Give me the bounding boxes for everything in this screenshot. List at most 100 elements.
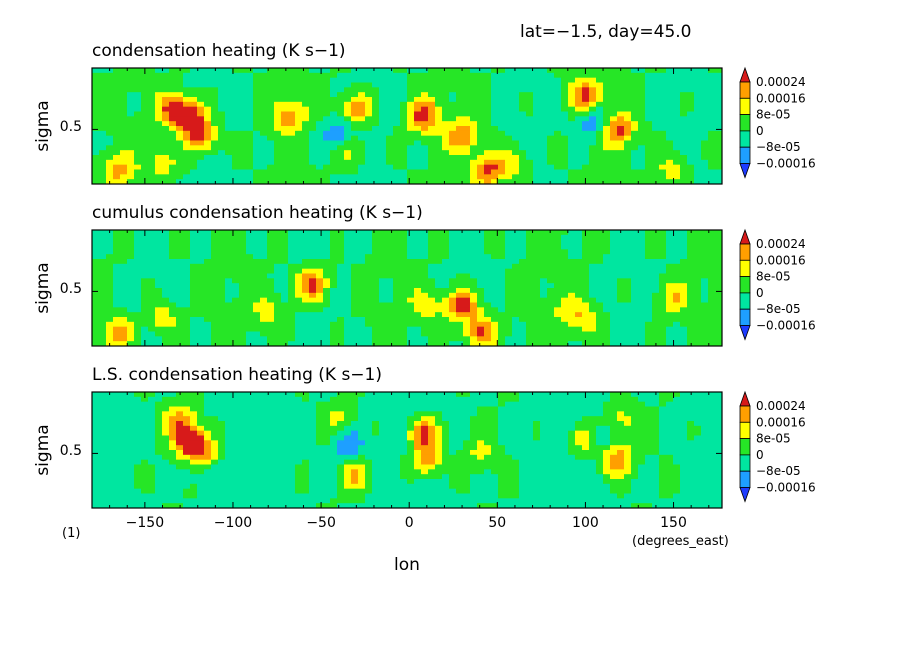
heatmap-cell — [372, 326, 380, 332]
heatmap-cell — [568, 312, 576, 318]
heatmap-cell — [505, 239, 513, 245]
heatmap-cell — [442, 302, 450, 308]
heatmap-cell — [365, 331, 373, 337]
heatmap-cell — [505, 336, 513, 342]
heatmap-cell — [302, 174, 310, 180]
heatmap-cell — [162, 396, 170, 403]
heatmap-cell — [659, 121, 667, 127]
heatmap-cell — [547, 336, 555, 342]
heatmap-cell — [610, 297, 618, 303]
heatmap-cell — [204, 174, 212, 180]
heatmap-cell — [232, 331, 240, 337]
heatmap-cell — [645, 239, 653, 245]
heatmap-cell — [330, 116, 338, 122]
heatmap-cell — [288, 254, 296, 260]
heatmap-cell — [666, 263, 674, 270]
heatmap-cell — [162, 430, 170, 436]
heatmap-cell — [246, 169, 254, 175]
heatmap-cell — [652, 302, 660, 308]
heatmap-cell — [113, 321, 121, 328]
heatmap-cell — [351, 321, 359, 328]
heatmap-cell — [701, 302, 709, 308]
heatmap-cell — [512, 297, 520, 303]
heatmap-cell — [225, 421, 233, 427]
heatmap-cell — [701, 97, 709, 103]
heatmap-cell — [694, 292, 702, 299]
heatmap-cell — [561, 97, 569, 103]
heatmap-cell — [330, 130, 338, 137]
heatmap-cell — [204, 145, 212, 151]
heatmap-cell — [358, 169, 366, 175]
heatmap-cell — [540, 268, 548, 274]
heatmap-cell — [638, 312, 646, 318]
heatmap-cell — [463, 341, 471, 347]
heatmap-cell — [603, 130, 611, 137]
heatmap-cell — [211, 263, 219, 270]
heatmap-cell — [463, 317, 471, 323]
heatmap-cell — [610, 68, 618, 74]
heatmap-cell — [491, 244, 499, 250]
heatmap-cell — [589, 249, 597, 255]
heatmap-cell — [232, 174, 240, 180]
heatmap-cell — [225, 430, 233, 436]
heatmap-cell — [575, 249, 583, 255]
heatmap-cell — [106, 239, 114, 245]
heatmap-cell — [197, 121, 205, 127]
heatmap-cell — [638, 254, 646, 260]
heatmap-cell — [197, 292, 205, 299]
heatmap-cell — [673, 239, 681, 245]
heatmap-cell — [456, 72, 464, 79]
heatmap-cell — [127, 150, 135, 156]
heatmap-cell — [127, 425, 135, 432]
heatmap-cell — [232, 145, 240, 151]
heatmap-cell — [309, 164, 317, 170]
heatmap-cell — [463, 336, 471, 342]
heatmap-cell — [512, 312, 520, 318]
heatmap-cell — [225, 336, 233, 342]
heatmap-cell — [596, 312, 604, 318]
heatmap-cell — [547, 159, 555, 166]
heatmap-cell — [589, 159, 597, 166]
heatmap-cell — [379, 87, 387, 93]
heatmap-cell — [239, 155, 247, 161]
heatmap-cell — [176, 259, 184, 265]
heatmap-cell — [421, 82, 429, 88]
heatmap-cell — [652, 249, 660, 255]
heatmap-cell — [351, 169, 359, 175]
heatmap-cell — [512, 331, 520, 337]
heatmap-cell — [309, 97, 317, 103]
heatmap-cell — [239, 145, 247, 151]
heatmap-cell — [176, 479, 184, 485]
heatmap-cell — [183, 254, 191, 260]
heatmap-cell — [526, 292, 534, 299]
heatmap-cell — [498, 321, 506, 328]
heatmap-cell — [596, 283, 604, 289]
heatmap-cell — [533, 263, 541, 270]
heatmap-cell — [484, 97, 492, 103]
heatmap-cell — [204, 249, 212, 255]
heatmap-cell — [113, 416, 121, 422]
heatmap-cell — [358, 292, 366, 299]
heatmap-cell — [568, 249, 576, 255]
heatmap-cell — [211, 435, 219, 441]
heatmap-cell — [148, 411, 156, 417]
heatmap-cell — [421, 126, 429, 132]
heatmap-cell — [589, 259, 597, 265]
heatmap-cell — [610, 101, 618, 108]
heatmap-cell — [288, 273, 296, 279]
heatmap-cell — [183, 179, 191, 185]
heatmap-cell — [414, 278, 422, 284]
heatmap-cell — [624, 174, 632, 180]
heatmap-cell — [106, 259, 114, 265]
heatmap-cell — [218, 416, 226, 422]
heatmap-cell — [393, 97, 401, 103]
heatmap-cell — [526, 97, 534, 103]
heatmap-cell — [218, 493, 226, 499]
heatmap-cell — [477, 249, 485, 255]
heatmap-cell — [127, 321, 135, 328]
heatmap-cell — [540, 317, 548, 323]
heatmap-cell — [197, 493, 205, 499]
heatmap-cell — [120, 445, 128, 451]
heatmap-cell — [694, 307, 702, 313]
heatmap-cell — [120, 169, 128, 175]
